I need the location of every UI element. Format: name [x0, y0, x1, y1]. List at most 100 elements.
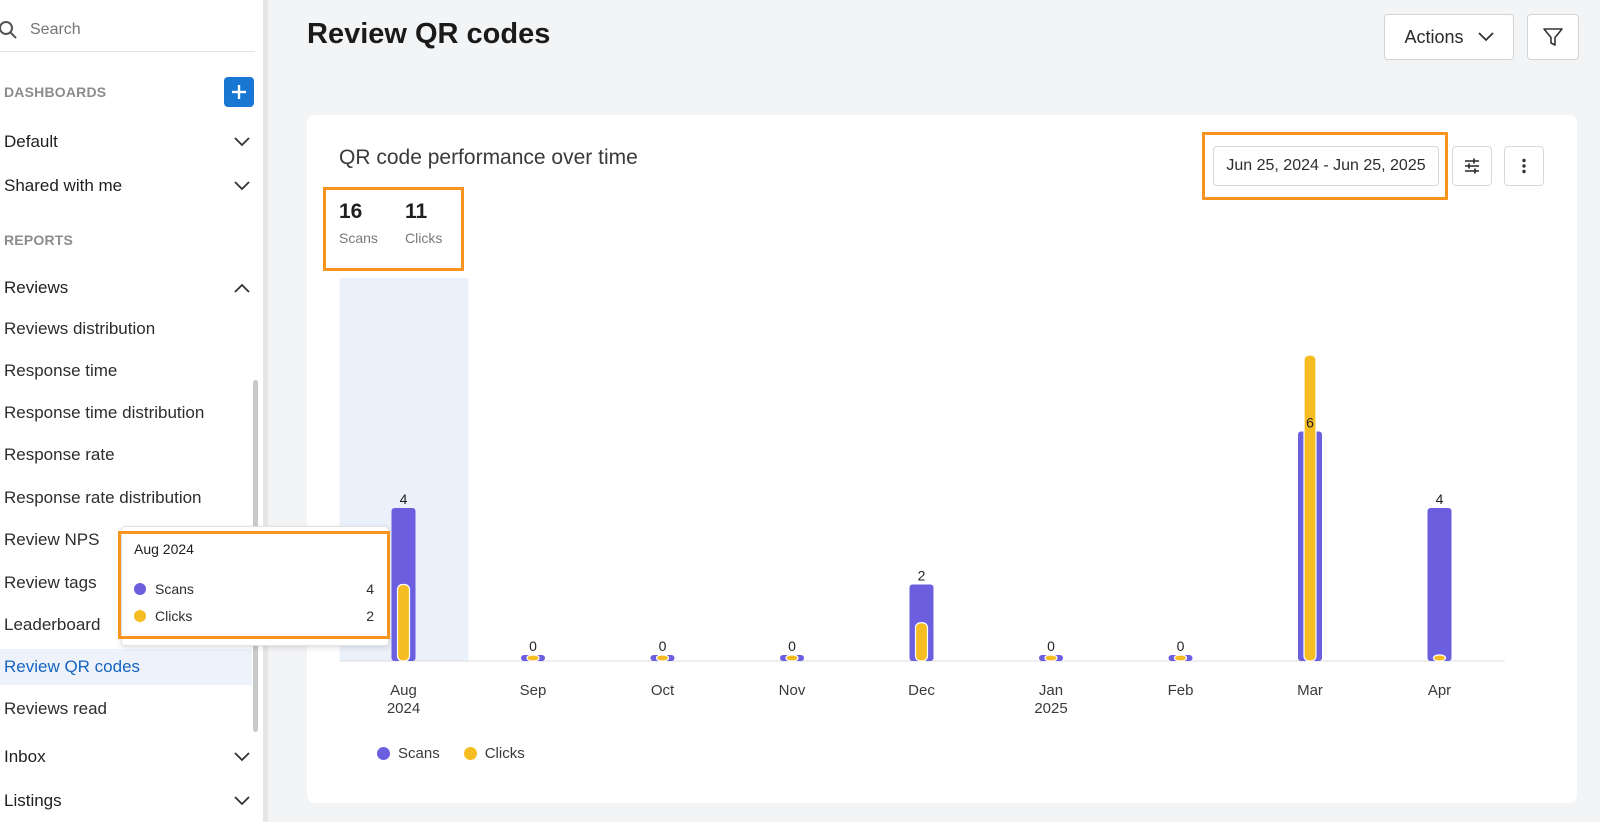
- sidebar-group-listings[interactable]: Listings: [4, 787, 250, 815]
- chart-settings-button[interactable]: [1452, 146, 1492, 186]
- data-label: 4: [400, 491, 408, 507]
- chevron-down-icon: [234, 752, 250, 762]
- sidebar-group-label: Listings: [4, 791, 62, 810]
- x-tick-label: Sep: [520, 682, 547, 699]
- plus-icon: [232, 85, 246, 99]
- legend-item-clicks[interactable]: Clicks: [463, 745, 525, 762]
- sidebar-divider: [263, 0, 268, 822]
- sidebar-group-default[interactable]: Default: [4, 128, 250, 156]
- add-dashboard-button[interactable]: [224, 77, 254, 107]
- chart-tooltip: Aug 2024 Scans 4 Clicks 2: [121, 526, 389, 646]
- reports-section-label: REPORTS: [4, 232, 74, 248]
- sidebar-item-review-nps[interactable]: Review NPS: [4, 530, 100, 549]
- page-title: Review QR codes: [307, 18, 551, 50]
- legend-dot-clicks: [463, 747, 477, 760]
- legend-label-clicks: Clicks: [484, 745, 525, 762]
- stat-scans: 16 Scans: [339, 200, 378, 246]
- stat-clicks-value: 11: [405, 200, 428, 223]
- date-range-highlight: [1202, 132, 1448, 200]
- sidebar-group-label: Inbox: [4, 747, 46, 766]
- tooltip-dot-clicks: [134, 610, 146, 622]
- sidebar-group-reviews[interactable]: Reviews: [4, 274, 250, 302]
- sidebar-item-review-tags[interactable]: Review tags: [4, 573, 97, 592]
- sidebar-item-response-time-distribution[interactable]: Response time distribution: [4, 403, 205, 422]
- bar-clicks[interactable]: [655, 654, 670, 662]
- x-tick-label: Nov: [779, 682, 806, 699]
- x-tick-label: Mar: [1297, 682, 1323, 699]
- x-tick-label-year: 2024: [387, 700, 420, 717]
- tooltip-row-clicks: Clicks 2: [134, 608, 374, 624]
- filter-button[interactable]: [1527, 14, 1579, 60]
- chevron-up-icon: [234, 283, 250, 293]
- data-label: 4: [1436, 491, 1444, 507]
- sidebar-group-label: Default: [4, 132, 58, 151]
- actions-button[interactable]: Actions: [1384, 14, 1514, 60]
- data-label: 0: [788, 638, 796, 654]
- sidebar-item-reviews-read[interactable]: Reviews read: [4, 699, 107, 718]
- date-range-picker[interactable]: Jun 25, 2024 - Jun 25, 2025: [1213, 146, 1439, 186]
- x-tick-label-year: 2025: [1034, 700, 1067, 717]
- data-label: 0: [1177, 638, 1185, 654]
- x-tick-label: Apr: [1428, 682, 1451, 699]
- legend-label-scans: Scans: [398, 745, 440, 762]
- bar-clicks[interactable]: [526, 654, 540, 662]
- tooltip-highlight: [118, 531, 390, 639]
- sidebar-item-leaderboard[interactable]: Leaderboard: [4, 615, 101, 634]
- bar-scans[interactable]: [1427, 508, 1452, 661]
- stat-clicks: 11 Clicks: [405, 200, 442, 246]
- legend-item-scans[interactable]: Scans: [377, 745, 440, 762]
- chart-card: [307, 115, 1577, 803]
- chevron-down-icon: [1477, 32, 1494, 42]
- search-icon: [0, 18, 20, 42]
- tooltip-title: Aug 2024: [134, 541, 194, 557]
- search-box[interactable]: [0, 8, 255, 52]
- bar-clicks[interactable]: [914, 622, 929, 662]
- bar-clicks[interactable]: [1173, 654, 1188, 662]
- tooltip-label: Scans: [155, 581, 194, 597]
- more-vertical-icon: [1522, 158, 1526, 174]
- sidebar-item-response-rate-distribution[interactable]: Response rate distribution: [4, 488, 202, 507]
- sidebar-item-response-time[interactable]: Response time: [4, 361, 118, 380]
- chevron-down-icon: [234, 796, 250, 806]
- legend-dot-scans: [377, 747, 390, 760]
- x-tick-label: Dec: [908, 682, 935, 699]
- tooltip-label: Clicks: [155, 608, 193, 624]
- tooltip-value: 2: [366, 608, 374, 624]
- x-tick-label: Oct: [651, 682, 675, 699]
- dashboards-section-label: DASHBOARDS: [4, 84, 107, 100]
- sidebar-group-shared-with-me[interactable]: Shared with me: [4, 172, 250, 200]
- bar-clicks[interactable]: [396, 583, 411, 662]
- bar-clicks[interactable]: [1432, 654, 1447, 662]
- sidebar-group-label: Shared with me: [4, 176, 123, 195]
- stats-highlight: [323, 187, 464, 271]
- sliders-icon: [1465, 158, 1479, 174]
- card-title: QR code performance over time: [339, 146, 638, 169]
- bar-clicks[interactable]: [1303, 354, 1317, 662]
- more-options-button[interactable]: [1504, 146, 1544, 186]
- sidebar-item-reviews-distribution[interactable]: Reviews distribution: [4, 319, 156, 338]
- stat-scans-value: 16: [339, 200, 363, 223]
- filter-icon: [1543, 28, 1563, 46]
- sidebar-group-inbox[interactable]: Inbox: [4, 743, 250, 771]
- sidebar-item-review-qr-codes[interactable]: Review QR codes: [0, 649, 252, 685]
- stat-scans-label: Scans: [339, 230, 378, 246]
- data-label: 0: [1047, 638, 1055, 654]
- data-label: 0: [659, 638, 667, 654]
- search-input[interactable]: [30, 20, 230, 39]
- bar-clicks[interactable]: [1044, 654, 1058, 662]
- data-label: 0: [529, 638, 537, 654]
- x-tick-label: Aug: [390, 682, 417, 699]
- tooltip-value: 4: [366, 581, 374, 597]
- sidebar-group-label: Reviews: [4, 278, 69, 297]
- chart-legend: Scans Clicks: [377, 745, 525, 762]
- tooltip-row-scans: Scans 4: [134, 581, 374, 597]
- x-tick-label: Jan: [1039, 682, 1063, 699]
- chevron-down-icon: [234, 181, 250, 191]
- x-tick-label: Feb: [1168, 682, 1194, 699]
- bar-clicks[interactable]: [785, 654, 799, 662]
- stat-clicks-label: Clicks: [405, 230, 443, 246]
- chevron-down-icon: [234, 137, 250, 147]
- sidebar-item-response-rate[interactable]: Response rate: [4, 445, 115, 464]
- data-label: 2: [918, 568, 926, 584]
